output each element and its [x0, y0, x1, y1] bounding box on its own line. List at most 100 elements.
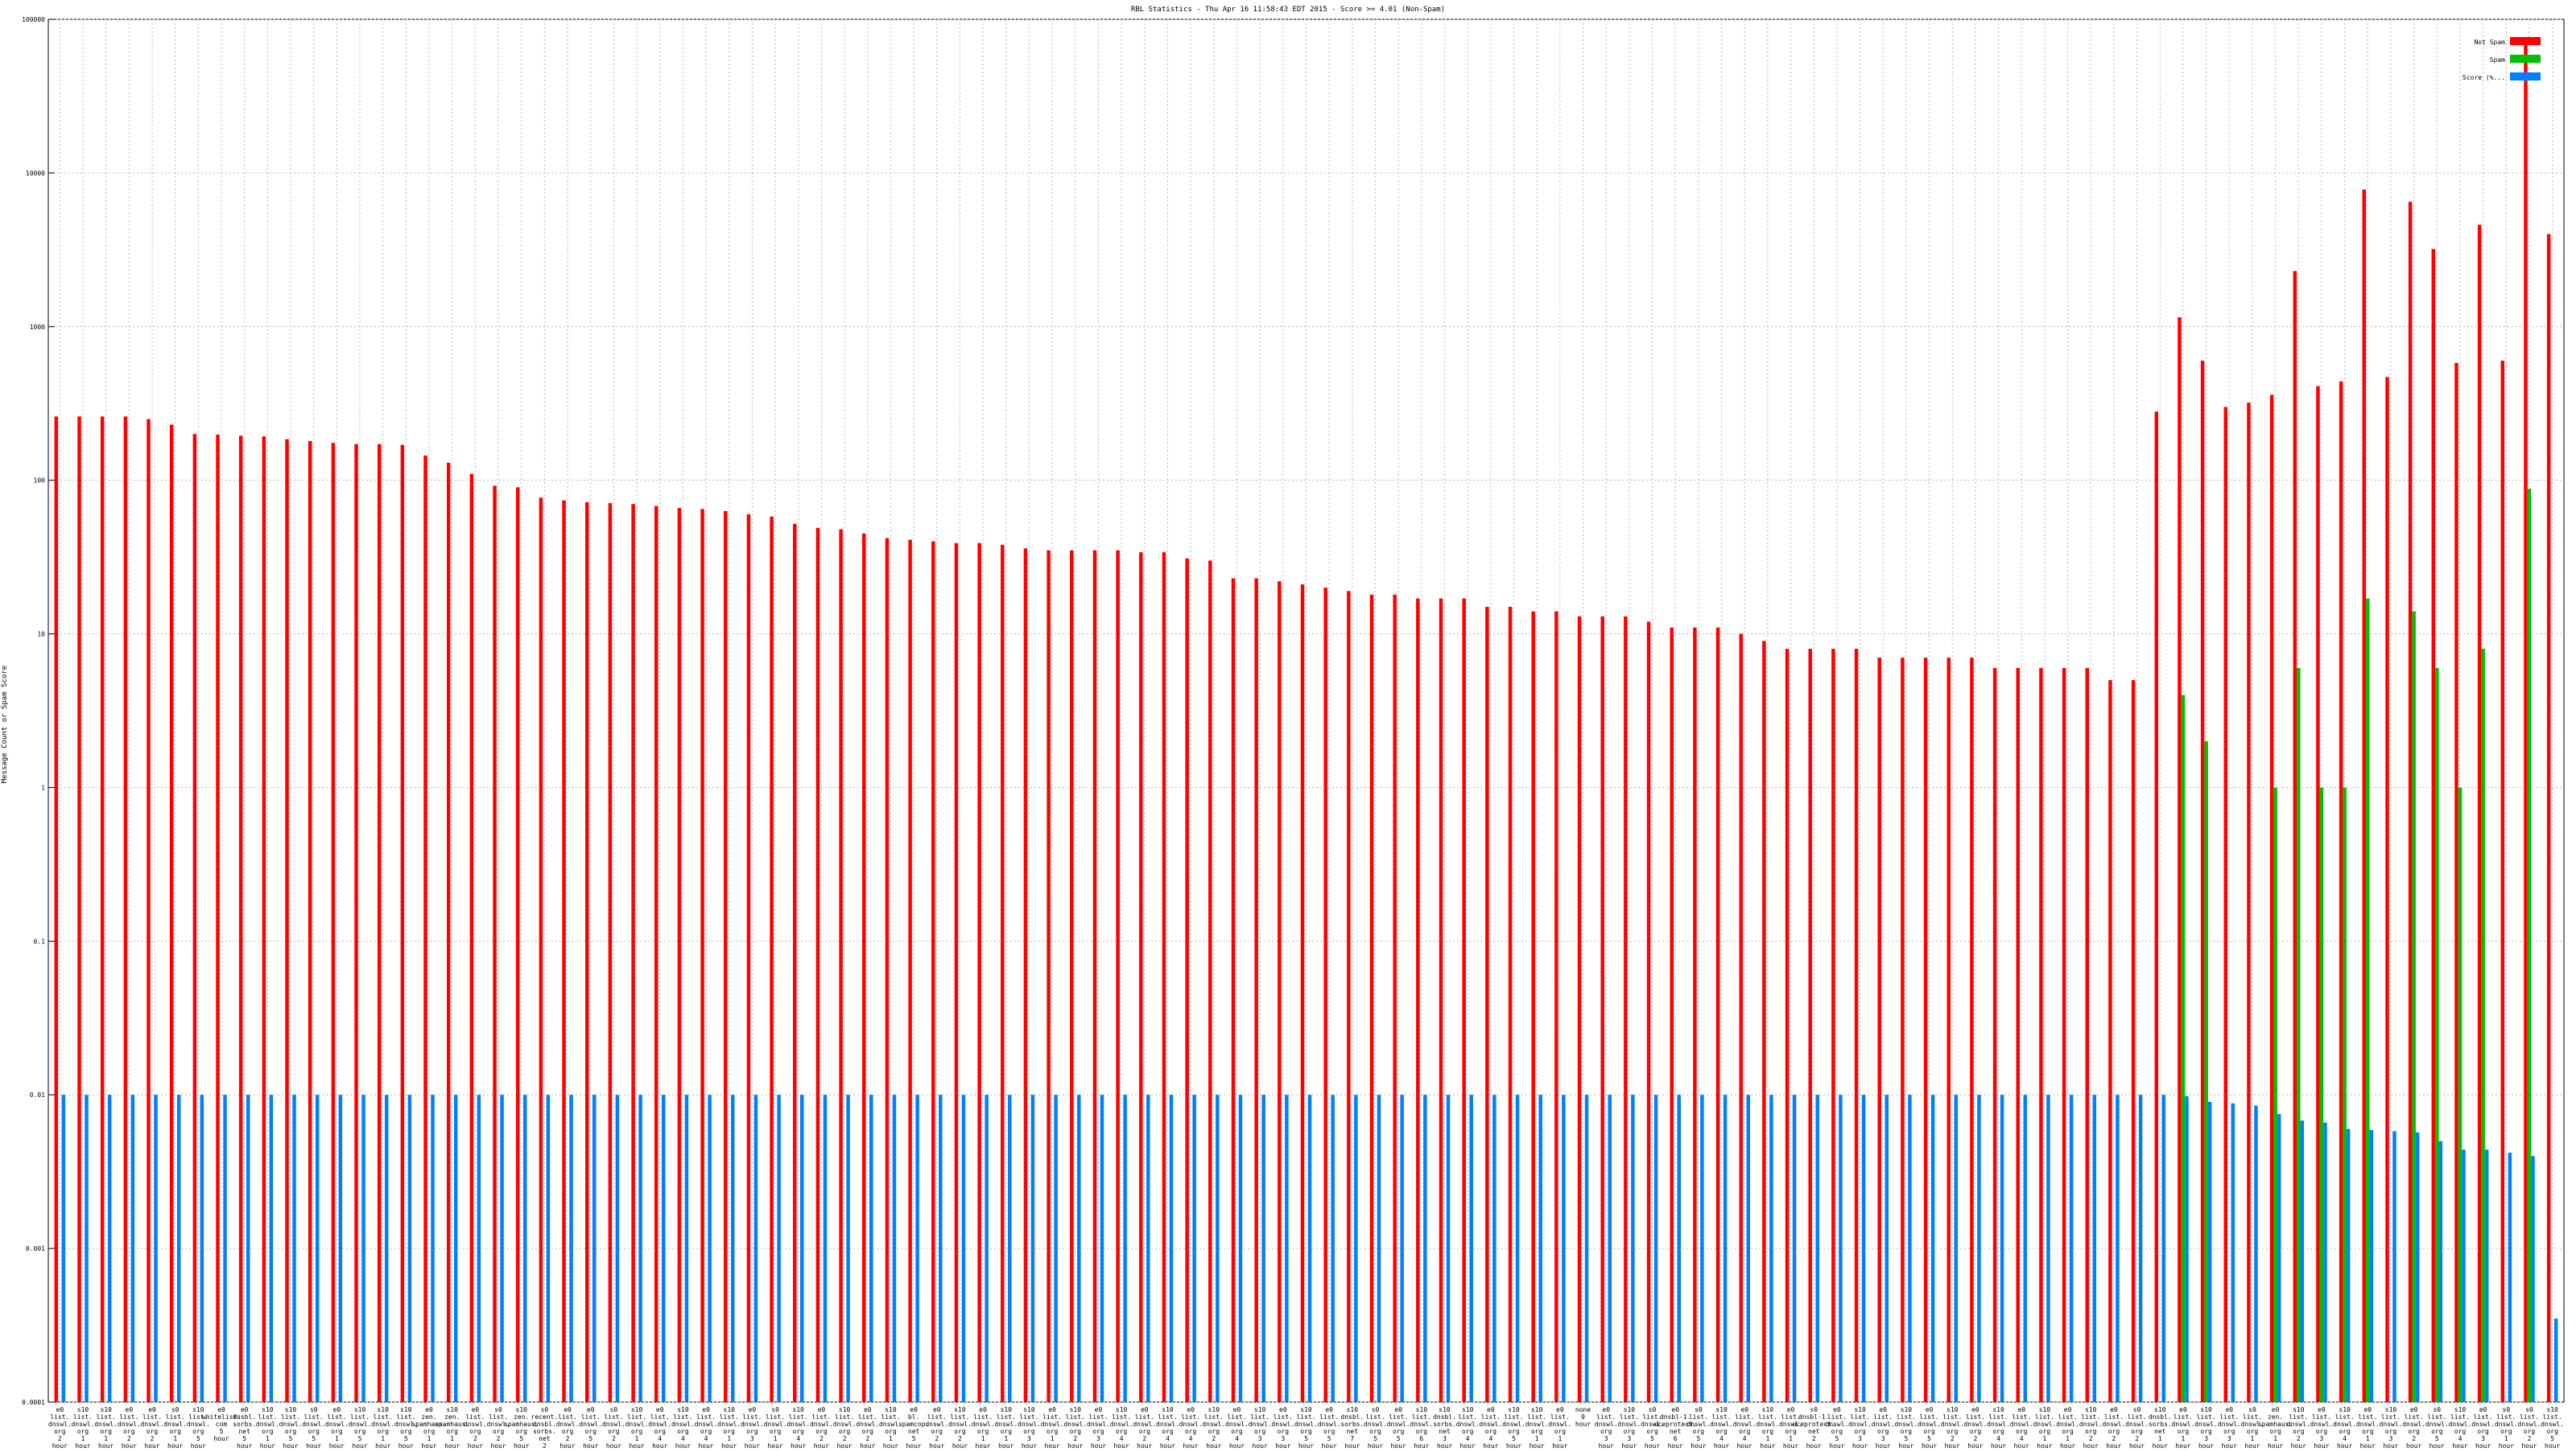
not-spam-bar: [539, 497, 543, 1402]
x-tick-label: s10 list. dnswl. org 5 hour: [279, 1406, 303, 1449]
x-tick-label: e0 list. dnswl. org 1 hour: [1041, 1406, 1064, 1449]
x-axis: e0 list. dnswl. org 2 hour s10 list. dnswl. org 1 h…: [48, 1406, 2564, 1452]
not-spam-bar: [2500, 361, 2505, 1403]
score-bar: [961, 1095, 966, 1402]
score-bar: [2369, 1129, 2374, 1402]
not-spam-bar: [862, 533, 866, 1403]
spam-bar: [2481, 649, 2485, 1402]
not-spam-bar: [885, 538, 890, 1402]
x-tick-label: s10 list. dnswl. org 1 hour: [994, 1406, 1018, 1449]
not-spam-bar: [1323, 588, 1327, 1402]
score-bar: [2254, 1105, 2258, 1402]
x-tick-label: s10 list. dnswl. org 4 hour: [1456, 1406, 1480, 1449]
score-bar: [1839, 1095, 1843, 1402]
score-bar: [1238, 1095, 1243, 1402]
spam-bar: [2412, 611, 2416, 1402]
x-tick-label: s10 list. dnswl. org 1 hour: [625, 1406, 649, 1449]
score-bar: [1331, 1095, 1335, 1402]
not-spam-bar: [2085, 667, 2090, 1402]
y-tick-label: 0.001: [26, 1245, 45, 1252]
x-tick-label: s10 dnsbl. sorbs. net 1 hour: [2149, 1406, 2172, 1449]
not-spam-bar: [2131, 680, 2136, 1402]
x-tick-label: e0 list. dnswl. org 3 hour: [2471, 1406, 2495, 1449]
not-spam-bar: [2293, 270, 2297, 1402]
x-tick-label: s10 list. dnswl. org 4 hour: [1710, 1406, 1733, 1449]
x-tick-label: s10 list. dnswl. org 4 hour: [671, 1406, 695, 1449]
not-spam-bar: [493, 485, 497, 1403]
not-spam-bar: [1739, 633, 1743, 1402]
score-bar: [1885, 1095, 1889, 1402]
x-tick-label: s10 list. dnswl. org 1 hour: [2033, 1406, 2056, 1449]
x-tick-label: e0 zen. spamhaus. org 1 hour: [2258, 1406, 2293, 1449]
not-spam-bar: [1762, 641, 1766, 1402]
not-spam-bar: [2269, 394, 2274, 1402]
score-bar: [1261, 1095, 1265, 1402]
score-bar: [1377, 1095, 1381, 1402]
not-spam-bar: [1508, 606, 1513, 1402]
not-spam-bar: [1485, 606, 1489, 1402]
x-tick-label: s10 list. dnswl. org 4 hour: [1156, 1406, 1179, 1449]
score-bar: [777, 1095, 781, 1402]
y-tick-label: 100: [34, 477, 46, 485]
spam-bar: [2297, 667, 2301, 1402]
not-spam-bar: [815, 527, 820, 1402]
score-bar: [2300, 1120, 2305, 1402]
score-bar: [361, 1095, 365, 1402]
x-tick-label: s10 list. dnswl. org 4 hour: [2449, 1406, 2472, 1449]
score-bar: [939, 1095, 943, 1402]
not-spam-bar: [1877, 658, 1881, 1402]
x-tick-label: s10 list. dnswl. org 4 hour: [2333, 1406, 2356, 1449]
not-spam-bar: [2408, 201, 2413, 1402]
x-tick-label: s10 list. dnswl. org 3 hour: [1617, 1406, 1641, 1449]
x-tick-label: e0 list. dnswl. org 2 hour: [1133, 1406, 1156, 1449]
not-spam-bar: [192, 434, 197, 1402]
x-tick-label: s0 list. dnswl. org 2 hour: [2518, 1406, 2541, 1449]
score-bar: [1562, 1095, 1566, 1402]
not-spam-bar: [400, 444, 405, 1402]
not-spam-bar: [1139, 552, 1143, 1403]
not-spam-bar: [354, 443, 358, 1402]
y-tick-label: 1: [41, 784, 45, 791]
score-bar: [753, 1095, 758, 1402]
not-spam-bar: [446, 462, 451, 1402]
not-spam-bar: [169, 424, 174, 1402]
not-spam-bar: [700, 509, 704, 1403]
score-bar: [2531, 1156, 2535, 1402]
x-tick-label: e0 list. dnswl. org 1 hour: [2171, 1406, 2194, 1449]
x-tick-label: e0 list. dnswl. org 2 hour: [2402, 1406, 2425, 1449]
x-tick-label: e0 list. dnswl. org 3 hour: [1271, 1406, 1294, 1449]
score-bar: [384, 1095, 389, 1402]
x-tick-label: s0 list. dnswl. org 2 hour: [487, 1406, 510, 1449]
x-tick-label: s0 dnsbl-1. uceprotect. net 2 hour: [1793, 1406, 1835, 1449]
score-bar: [2346, 1128, 2351, 1402]
x-tick-label: e0 list. dnswl. org 5 hour: [1825, 1406, 1848, 1449]
score-bar: [1769, 1095, 1773, 1402]
not-spam-bar: [262, 436, 266, 1402]
not-spam-bar: [2016, 667, 2021, 1402]
x-tick-label: s10 list. dnswl. org 3 hour: [2380, 1406, 2403, 1449]
score-bar: [1216, 1095, 1220, 1402]
y-tick-label: 10: [37, 631, 45, 638]
x-tick-label: e0 list. dnswl. org 2 hour: [464, 1406, 487, 1449]
not-spam-bar: [423, 455, 427, 1402]
score-bar: [315, 1095, 320, 1402]
not-spam-bar: [2062, 667, 2066, 1402]
not-spam-bar: [2223, 406, 2228, 1403]
spam-bar: [2366, 598, 2370, 1402]
x-tick-label: e0 list. dnswl. org 4 hour: [1225, 1406, 1249, 1449]
x-tick-label: s10 list. dnswl. org 6 hour: [1410, 1406, 1433, 1449]
not-spam-bar: [1278, 581, 1282, 1402]
score-bar: [2438, 1141, 2443, 1402]
x-tick-label: e0 list. dnswl. org 5 hour: [1318, 1406, 1341, 1449]
x-tick-label: e0 list. dnswl. org 3 hour: [1087, 1406, 1110, 1449]
not-spam-bar: [1901, 658, 1905, 1402]
not-spam-bar: [1462, 598, 1466, 1402]
score-bar: [892, 1095, 897, 1402]
not-spam-bar: [1831, 649, 1835, 1402]
score-bar: [1700, 1095, 1704, 1402]
not-spam-bar: [2154, 411, 2159, 1402]
score-bar: [2508, 1153, 2512, 1402]
score-bar: [1653, 1095, 1658, 1402]
not-spam-bar: [2178, 317, 2182, 1403]
